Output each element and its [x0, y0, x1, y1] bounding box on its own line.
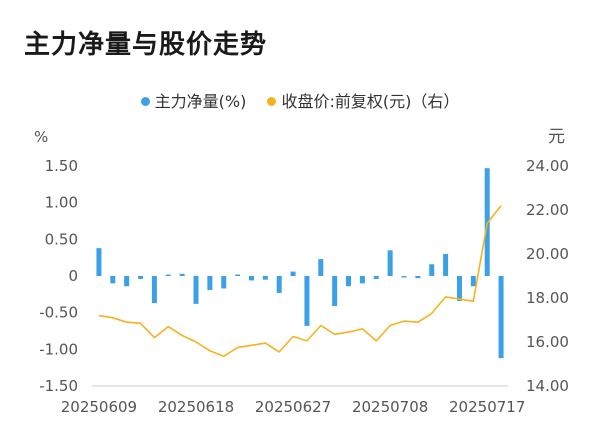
bar	[179, 273, 185, 276]
x-tick-label: 20250618	[158, 398, 234, 416]
left-axis-ticks: 1.50 1.00 0.50 0 -0.50 -1.00 -1.50	[39, 157, 78, 395]
bar	[470, 276, 476, 287]
bar	[248, 276, 254, 281]
x-axis-ticks: 20250609 20250618 20250627 20250708 20250717	[61, 398, 526, 416]
bar	[165, 274, 171, 276]
right-tick-label: 22.00	[526, 201, 569, 219]
bar	[193, 276, 199, 304]
left-tick-label: -0.50	[39, 304, 78, 322]
bar	[304, 276, 310, 326]
x-tick-label: 20250609	[61, 398, 137, 416]
right-tick-label: 20.00	[526, 245, 569, 263]
bar	[387, 250, 393, 276]
x-tick-label: 20250717	[449, 398, 525, 416]
legend-dot-orange-icon	[267, 97, 277, 106]
legend: 主力净量(%) 收盘价:前复权(元)（右）	[0, 88, 600, 112]
right-axis-ticks: 24.00 22.00 20.00 18.00 16.00 14.00	[526, 157, 569, 395]
right-tick-label: 24.00	[526, 157, 569, 175]
bar	[96, 248, 102, 276]
legend-label-net-volume: 主力净量(%)	[154, 92, 247, 111]
legend-dot-blue-icon	[140, 97, 150, 106]
legend-item-net-volume[interactable]: 主力净量(%)	[140, 88, 247, 112]
left-tick-label: 1.00	[45, 194, 78, 212]
left-tick-label: 0.50	[45, 230, 78, 248]
bar	[456, 276, 462, 301]
bar	[276, 276, 282, 293]
legend-item-close-price[interactable]: 收盘价:前复权(元)（右）	[267, 88, 459, 112]
left-tick-label: -1.00	[39, 340, 78, 358]
bar	[443, 254, 449, 276]
left-axis-unit: %	[34, 128, 48, 146]
bar	[359, 276, 365, 284]
bar	[401, 276, 407, 278]
bar	[235, 274, 241, 276]
right-axis-unit: 元	[548, 127, 565, 147]
bar	[221, 276, 227, 289]
bar	[346, 276, 352, 287]
legend-label-close-price: 收盘价:前复权(元)（右）	[281, 92, 460, 111]
bar	[138, 276, 144, 279]
right-tick-label: 16.00	[526, 333, 569, 351]
bar	[207, 276, 213, 290]
bar	[318, 259, 324, 276]
left-tick-label: 0	[68, 267, 78, 285]
line-series	[98, 205, 502, 358]
bar	[429, 264, 435, 276]
x-tick-label: 20250708	[352, 398, 428, 416]
bar	[332, 276, 338, 307]
bar	[262, 276, 268, 280]
bar	[124, 276, 130, 287]
bar	[498, 276, 504, 359]
bar	[110, 276, 116, 284]
right-tick-label: 18.00	[526, 289, 569, 307]
left-tick-label: -1.50	[39, 377, 78, 395]
left-tick-label: 1.50	[45, 157, 78, 175]
x-tick-label: 20250627	[255, 398, 331, 416]
chart-title: 主力净量与股价走势	[24, 30, 268, 60]
right-tick-label: 14.00	[526, 377, 569, 395]
bar	[290, 271, 296, 276]
close-price-line	[98, 205, 502, 358]
bar	[151, 276, 157, 304]
bar	[373, 276, 379, 279]
bar	[415, 276, 421, 279]
bar-series	[96, 168, 504, 359]
